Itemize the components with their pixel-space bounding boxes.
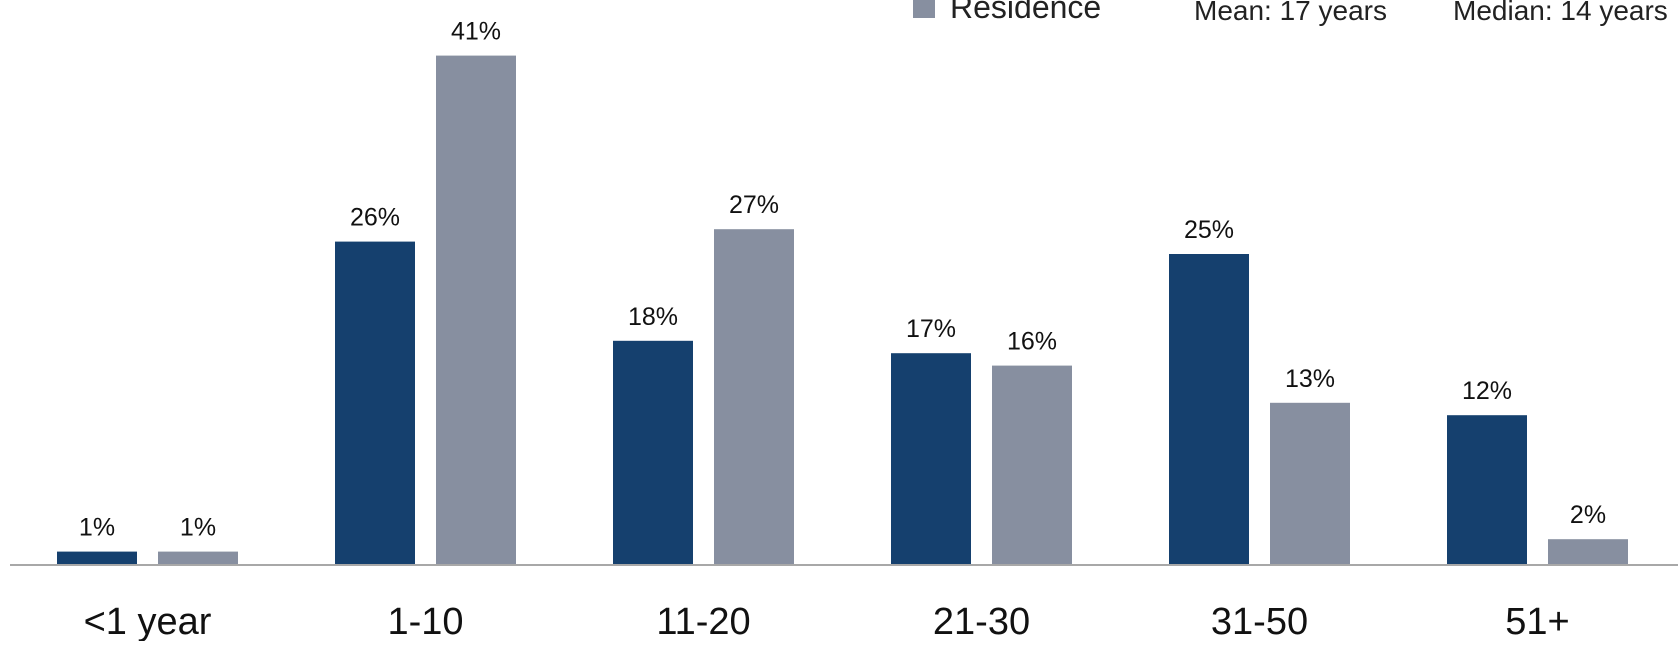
bar-s2-3 [714,229,794,564]
data-label-s2-5: 13% [1285,365,1335,393]
data-label-s2-3: 27% [729,191,779,219]
legend-label-residence: Residence [950,0,1101,25]
data-label-s1-6: 12% [1462,377,1512,405]
legend: Residence [913,0,1101,25]
bar-s1-6 [1447,415,1527,564]
bar-s1-3 [613,340,693,564]
x-tick-label-4: 21-30 [933,601,1030,641]
bar-s2-4 [992,365,1072,564]
x-tick-label-5: 31-50 [1211,601,1308,641]
bar-s1-1 [57,551,137,564]
data-label-s1-1: 1% [79,514,115,542]
bars-layer [57,55,1628,564]
median-annotation: Median: 14 years [1453,0,1668,26]
legend-swatch-residence [913,0,935,18]
data-label-s1-2: 26% [350,204,400,232]
bar-s2-1 [158,551,238,564]
x-tick-label-3: 11-20 [656,601,750,641]
data-labels-layer: 1% 1% 26% 41% 18% 27% 17% 16% 25% 13% 12% 2% [79,18,1606,542]
data-label-s2-4: 16% [1007,328,1057,356]
x-tick-labels-layer: <1 year 1-10 11-20 21-30 31-50 51+ [84,601,1570,643]
data-label-s1-5: 25% [1184,216,1234,244]
bar-s2-2 [436,55,516,564]
data-label-s1-3: 18% [628,303,678,331]
bar-s2-5 [1270,402,1350,564]
bar-s1-2 [335,241,415,564]
bar-s2-6 [1548,539,1628,564]
data-label-s2-6: 2% [1570,501,1606,529]
bar-s1-5 [1169,254,1249,564]
data-label-s2-2: 41% [451,18,501,46]
bar-s1-4 [891,353,971,564]
x-tick-label-6: 51+ [1505,601,1569,641]
data-label-s2-1: 1% [180,514,216,542]
mean-annotation: Mean: 17 years [1194,0,1387,26]
data-label-s1-4: 17% [906,315,956,343]
x-tick-label-1: <1 year [84,601,212,641]
x-tick-label-2: 1-10 [387,601,463,641]
